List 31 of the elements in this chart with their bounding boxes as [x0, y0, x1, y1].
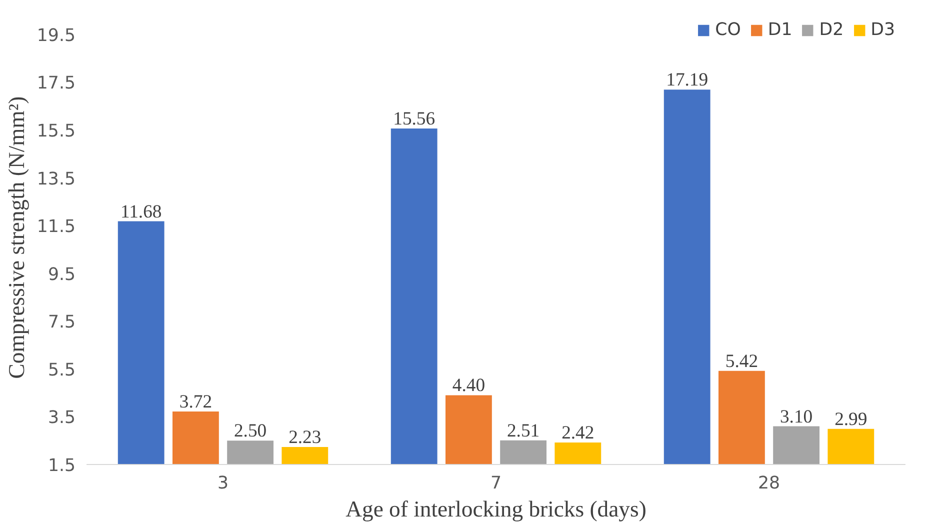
y-tick-label: 3.5: [48, 408, 76, 428]
data-label: 4.40: [452, 375, 486, 396]
legend-label: D1: [768, 20, 792, 40]
data-label: 11.68: [120, 201, 162, 222]
data-label: 15.56: [393, 108, 436, 130]
data-label: 2.50: [234, 420, 267, 442]
y-tick-label: 13.5: [36, 169, 76, 190]
x-tick-label: 7: [490, 474, 502, 494]
y-tick-label: 7.5: [48, 312, 76, 333]
y-tick-label: 15.5: [36, 121, 76, 142]
data-label: 2.99: [834, 408, 868, 430]
y-tick-label: 11.5: [36, 217, 76, 238]
x-tick-label: 3: [217, 474, 229, 494]
y-tick-label: 5.5: [48, 360, 76, 380]
data-label: 5.42: [725, 350, 758, 372]
legend-label: CO: [715, 20, 741, 40]
data-label: 17.19: [666, 70, 708, 91]
data-label: 2.42: [562, 422, 594, 444]
data-label: 2.51: [506, 420, 540, 442]
y-tick-label: 19.5: [36, 26, 76, 46]
y-axis-title: Compressive strength (N/mm²): [4, 96, 29, 379]
y-tick-label: 17.5: [36, 74, 76, 94]
y-tick-label: 1.5: [48, 456, 76, 476]
x-axis-title: Age of interlocking bricks (days): [346, 496, 646, 522]
legend-label: D2: [819, 20, 844, 40]
legend-label: D3: [870, 20, 895, 40]
x-tick-label: 28: [758, 474, 780, 494]
y-tick-label: 9.5: [48, 264, 76, 285]
data-label: 3.72: [179, 391, 212, 412]
data-label: 3.10: [780, 406, 813, 428]
data-label: 2.23: [288, 427, 322, 448]
